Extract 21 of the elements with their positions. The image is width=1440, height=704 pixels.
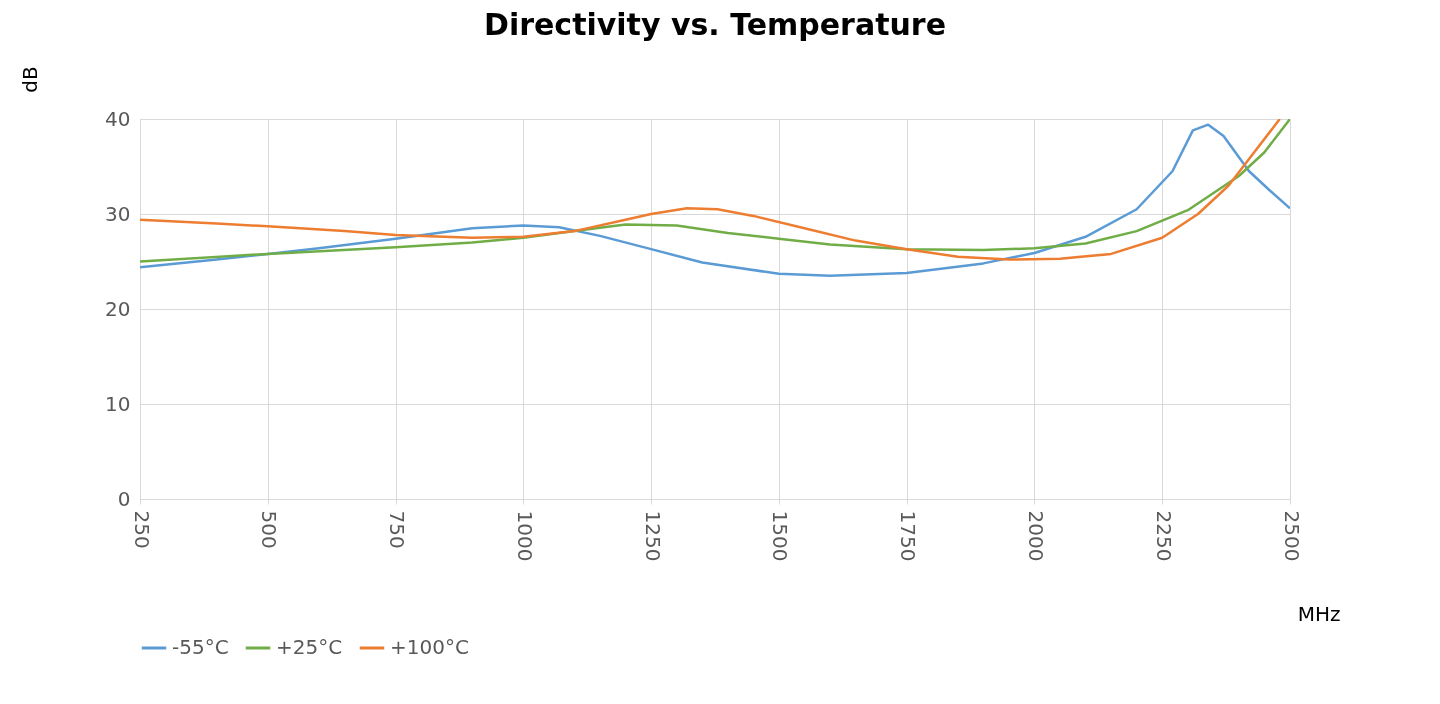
y-axis-title: dB	[17, 66, 42, 93]
x-tick-label: 250	[129, 510, 154, 549]
legend-label: +25°C	[276, 635, 343, 659]
x-axis-title: MHz	[1297, 601, 1341, 626]
x-tick-label: 2250	[1151, 510, 1176, 562]
x-tick-label: 1750	[896, 510, 921, 562]
y-tick-label: 20	[105, 296, 131, 321]
y-tick-label: 40	[105, 106, 131, 131]
legend-label: +100°C	[390, 635, 469, 659]
x-tick-label: 1000	[512, 510, 537, 562]
y-tick-label: 30	[105, 201, 131, 226]
y-tick-label: 10	[105, 391, 131, 416]
y-tick-label: 0	[117, 486, 131, 511]
chart-title: Directivity vs. Temperature	[484, 6, 946, 42]
x-tick-label: 500	[257, 510, 282, 549]
x-tick-label: 1250	[640, 510, 665, 562]
x-tick-label: 2500	[1279, 510, 1304, 562]
x-tick-label: 1500	[768, 510, 793, 562]
x-tick-label: 750	[385, 510, 410, 549]
legend-label: -55°C	[172, 635, 229, 659]
x-tick-label: 2000	[1023, 510, 1048, 562]
